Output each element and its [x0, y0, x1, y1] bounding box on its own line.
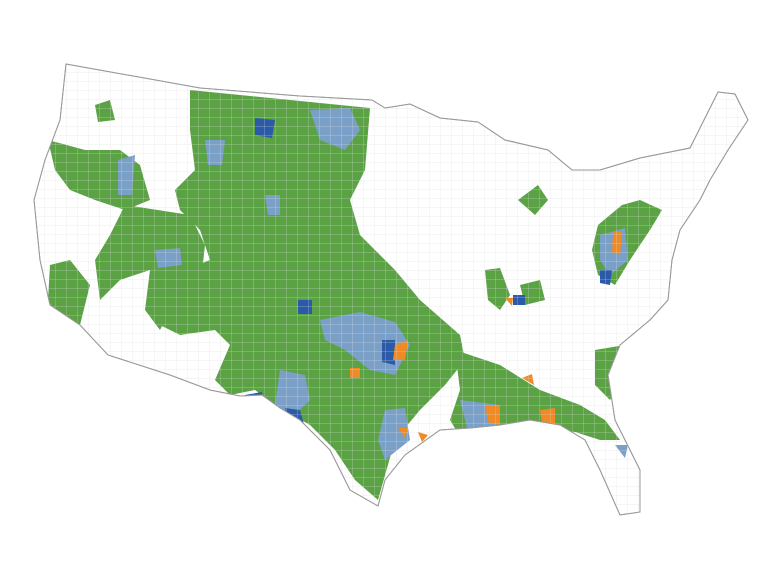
region-carolina-blue: [620, 345, 635, 360]
